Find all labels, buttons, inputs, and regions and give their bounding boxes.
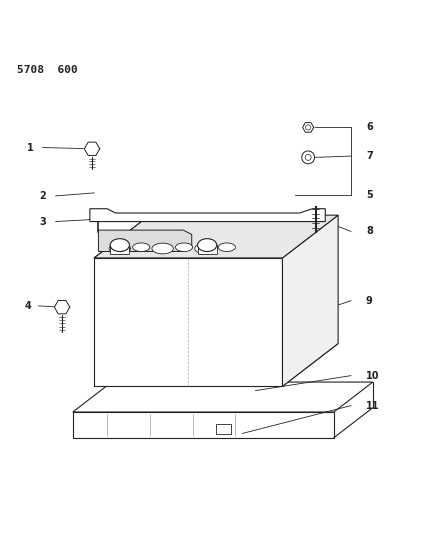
Ellipse shape [218,243,235,252]
Text: 5708  600: 5708 600 [17,66,78,75]
Ellipse shape [109,243,131,254]
Circle shape [302,151,315,164]
Text: 11: 11 [366,401,380,410]
Text: 8: 8 [366,227,373,237]
Text: 2: 2 [39,191,46,201]
Polygon shape [54,301,70,314]
Polygon shape [94,258,282,386]
Text: 4: 4 [24,301,31,311]
Ellipse shape [195,243,216,254]
Bar [216,424,231,434]
Ellipse shape [197,239,217,252]
Bar [110,245,129,254]
Polygon shape [90,209,325,222]
Polygon shape [73,382,373,412]
Ellipse shape [175,243,193,252]
Polygon shape [94,215,338,258]
Ellipse shape [133,243,150,252]
Polygon shape [98,230,192,252]
Polygon shape [84,142,100,156]
Polygon shape [282,215,338,386]
Text: 1: 1 [27,142,33,152]
Ellipse shape [110,239,130,252]
Text: 9: 9 [366,296,373,306]
Polygon shape [73,412,334,438]
Polygon shape [94,344,338,386]
Text: 5: 5 [366,190,373,199]
Text: 6: 6 [366,123,373,132]
Bar [198,245,217,254]
Text: 10: 10 [366,370,380,381]
Text: 7: 7 [366,151,373,161]
Polygon shape [303,123,314,132]
Text: 3: 3 [39,216,46,227]
Ellipse shape [152,243,173,254]
